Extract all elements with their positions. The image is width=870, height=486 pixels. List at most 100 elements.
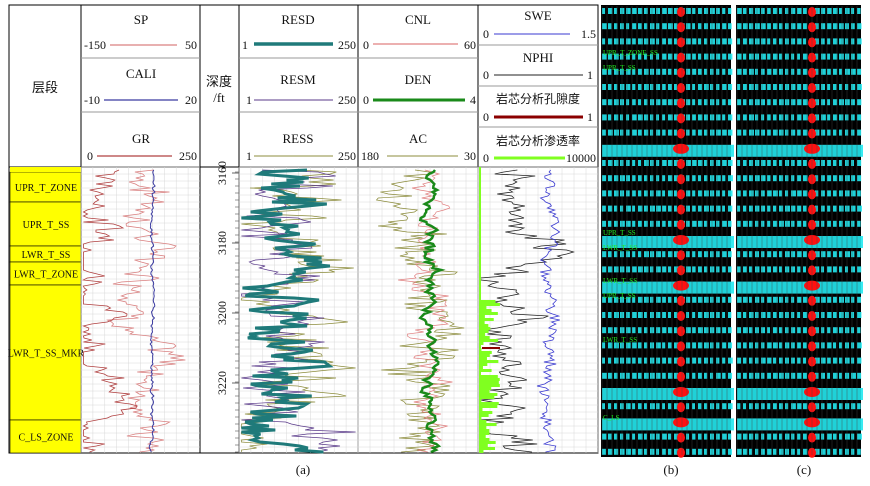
seismic-wiggle (620, 160, 624, 166)
seismic-wiggle (761, 8, 765, 14)
seismic-wiggle (638, 266, 643, 273)
seismic-wiggle (779, 448, 784, 455)
seismic-wiggle (644, 38, 649, 45)
seismic-wiggle (644, 220, 648, 227)
seismic-wiggle (662, 38, 666, 45)
seismic-wiggle (632, 99, 636, 106)
seismic-wiggle (833, 236, 839, 248)
seismic-wiggle (650, 433, 655, 440)
ac-label: AC (409, 131, 427, 146)
seismic-wiggle (632, 296, 636, 303)
seismic-wiggle (650, 220, 654, 227)
seismic-wiggle (668, 296, 672, 303)
seismic-wiggle (716, 403, 720, 410)
seismic-wiggle (704, 190, 709, 197)
seismic-wiggle (716, 23, 720, 30)
seismic-wiggle (668, 23, 673, 30)
seismic-wiggle (698, 38, 702, 45)
seismic-wiggle (749, 327, 753, 334)
seismic-wiggle (773, 205, 777, 212)
seismic-wiggle (857, 220, 861, 227)
seismic-wiggle (779, 433, 783, 440)
seismic-wiggle (602, 418, 608, 431)
seismic-wiggle (767, 418, 773, 431)
seismic-wiggle (722, 53, 727, 60)
seismic-wiggle (857, 114, 862, 121)
core-perm-bar (480, 387, 492, 390)
seismic-wiggle (662, 129, 666, 136)
ress-curve (240, 169, 356, 452)
seismic-wiggle (761, 296, 765, 303)
seismic-wiggle (722, 403, 727, 410)
seismic-wiggle (716, 190, 720, 197)
seismic-wiggle (692, 99, 696, 106)
core-perm-max: 10000 (566, 151, 596, 165)
seismic-wiggle (686, 129, 690, 136)
red-anomaly (677, 356, 685, 367)
seismic-wiggle (614, 220, 618, 227)
seismic-wiggle (602, 403, 606, 410)
seismic-wiggle (698, 281, 704, 294)
seismic-wiggle (686, 266, 691, 273)
seismic-wiggle (602, 205, 606, 212)
seismic-wiggle (674, 84, 678, 90)
seismic-wiggle (674, 114, 679, 121)
seismic-wiggle (686, 448, 690, 455)
gr-curve (82, 169, 138, 453)
seismic-wiggle (644, 251, 649, 258)
seismic-wiggle (632, 327, 636, 334)
seismic-wiggle (821, 342, 825, 349)
seismic-wiggle (821, 84, 825, 90)
seismic-wiggle (644, 8, 648, 14)
seismic-wiggle (602, 236, 608, 248)
core-perm-bar (480, 360, 499, 363)
seismic-wiggle (632, 114, 637, 121)
seismic-wiggle (626, 175, 631, 182)
seismic-wiggle (722, 38, 727, 45)
red-anomaly (677, 174, 685, 185)
seismic-wiggle (620, 448, 625, 455)
seismic-wiggle (737, 68, 742, 75)
seismic-wiggle (737, 99, 742, 106)
seismic-wiggle (632, 357, 636, 364)
depth-tick: 3180 (215, 231, 229, 255)
seismic-wiggle (803, 403, 808, 410)
seismic-wiggle (761, 190, 765, 197)
seismic-wiggle (743, 236, 749, 248)
seismic-wiggle (839, 327, 844, 334)
seismic-wiggle (773, 342, 778, 349)
seismic-wiggle (737, 403, 741, 410)
seismic-wiggle (803, 251, 807, 258)
depth-axis: 3160 3180 3200 3220 (215, 161, 239, 453)
seismic-wiggle (638, 357, 642, 364)
seismic-wiggle (614, 357, 619, 364)
seismic-wiggle (608, 296, 613, 303)
seismic-wiggle (656, 38, 660, 45)
sp-min: -150 (84, 38, 106, 52)
seismic-wiggle (656, 68, 661, 75)
seismic-wiggle (821, 190, 825, 197)
seismic-wiggle (767, 433, 772, 440)
seismic-wiggle (791, 448, 795, 455)
seismic-wiggle (644, 84, 649, 90)
core-perm-bar (480, 306, 487, 309)
seismic-wiggle (644, 160, 649, 166)
seismic-wiggle (761, 84, 766, 90)
seismic-wiggle (704, 38, 708, 45)
seismic-wiggle (767, 220, 771, 227)
seismic-wiggle (674, 53, 678, 60)
seismic-wiggle (737, 175, 741, 182)
seismic-wiggle (656, 372, 661, 379)
seismic-wiggle (827, 281, 833, 294)
core-perm-bar (480, 438, 490, 441)
seismic-wiggle (728, 281, 734, 294)
seismic-wiggle (797, 190, 802, 197)
seismic-wiggle (662, 190, 666, 197)
seismic-wiggle (692, 38, 697, 45)
seismic-wiggle (761, 251, 765, 258)
seismic-wiggle (692, 418, 698, 431)
seismic-wiggle (851, 129, 855, 136)
seismic-wiggle (710, 418, 716, 431)
zone-header: 层段 (32, 80, 58, 95)
seismic-wiggle (686, 251, 690, 258)
